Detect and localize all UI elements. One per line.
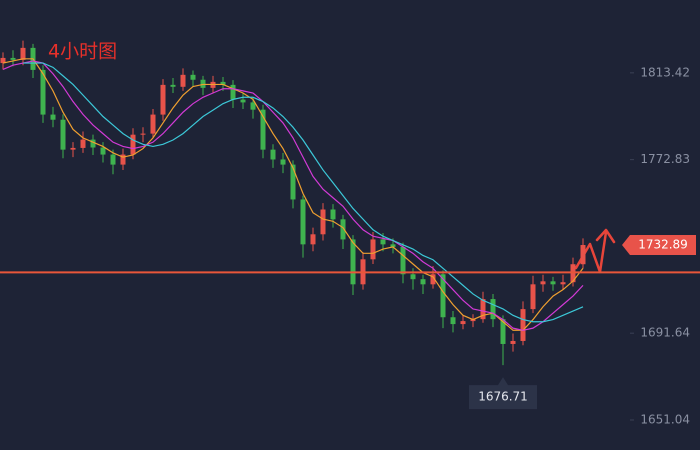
candle-body bbox=[390, 244, 396, 247]
candle-body bbox=[110, 154, 116, 165]
candle-body bbox=[140, 133, 146, 135]
candle-body bbox=[370, 239, 376, 260]
candle-body bbox=[560, 282, 566, 285]
candle-body bbox=[380, 239, 386, 245]
candle-body bbox=[230, 84, 236, 100]
candle-body bbox=[450, 317, 456, 325]
candle-body bbox=[290, 164, 296, 200]
candle-body bbox=[160, 84, 166, 115]
candle-body bbox=[190, 74, 196, 80]
candle-body bbox=[320, 209, 326, 235]
y-tick-label: 1813.42 bbox=[640, 65, 690, 79]
candle-body bbox=[490, 299, 496, 320]
candle-body bbox=[260, 109, 266, 150]
candle-body bbox=[300, 199, 306, 245]
candle-body bbox=[310, 234, 316, 245]
chart-title: 4小时图 bbox=[48, 41, 117, 63]
candle-body bbox=[440, 274, 446, 318]
candle-body bbox=[90, 139, 96, 148]
candle-body bbox=[150, 114, 156, 134]
candle-body bbox=[510, 340, 516, 344]
candle-body bbox=[480, 299, 486, 320]
candle-body bbox=[250, 102, 256, 110]
candle-body bbox=[40, 69, 46, 115]
candle-body bbox=[200, 79, 206, 88]
candle-body bbox=[500, 319, 506, 344]
candle-body bbox=[80, 139, 86, 148]
candle-body bbox=[270, 149, 276, 160]
candle-body bbox=[70, 147, 76, 150]
candle-body bbox=[240, 99, 246, 103]
candle-body bbox=[430, 274, 436, 285]
low-price-badge bbox=[469, 377, 537, 410]
last-price-label: 1732.89 bbox=[638, 238, 688, 252]
candle-body bbox=[520, 309, 526, 341]
candle-body bbox=[580, 245, 586, 265]
low-price-label: 1676.71 bbox=[478, 390, 528, 404]
candle-body bbox=[280, 159, 286, 165]
candle-body bbox=[530, 284, 536, 310]
candle-body bbox=[100, 147, 106, 155]
moving-average-line bbox=[2, 58, 584, 331]
candle-body bbox=[120, 154, 126, 165]
moving-average-line bbox=[2, 60, 584, 331]
last-price-badge bbox=[622, 235, 696, 256]
candle-body bbox=[20, 47, 26, 60]
moving-average-line bbox=[23, 62, 584, 323]
candle-body bbox=[170, 84, 176, 87]
candle-body bbox=[220, 81, 226, 85]
candle-body bbox=[50, 114, 56, 120]
candle-body bbox=[540, 281, 546, 285]
y-tick-label: 1651.04 bbox=[640, 412, 690, 426]
candle-body bbox=[10, 57, 16, 60]
candle-body bbox=[420, 279, 426, 285]
candle-body bbox=[410, 274, 416, 280]
y-tick-label: 1691.64 bbox=[640, 326, 690, 340]
candle-body bbox=[180, 74, 186, 87]
candle-body bbox=[550, 281, 556, 285]
candle-body bbox=[350, 239, 356, 285]
candle-body bbox=[330, 209, 336, 220]
candle-body bbox=[0, 57, 6, 64]
y-tick-label: 1772.83 bbox=[640, 152, 690, 166]
candle-body bbox=[130, 134, 136, 155]
candle-body bbox=[60, 119, 66, 150]
candle-body bbox=[340, 219, 346, 240]
candle-body bbox=[400, 246, 406, 275]
candle-body bbox=[460, 321, 466, 325]
